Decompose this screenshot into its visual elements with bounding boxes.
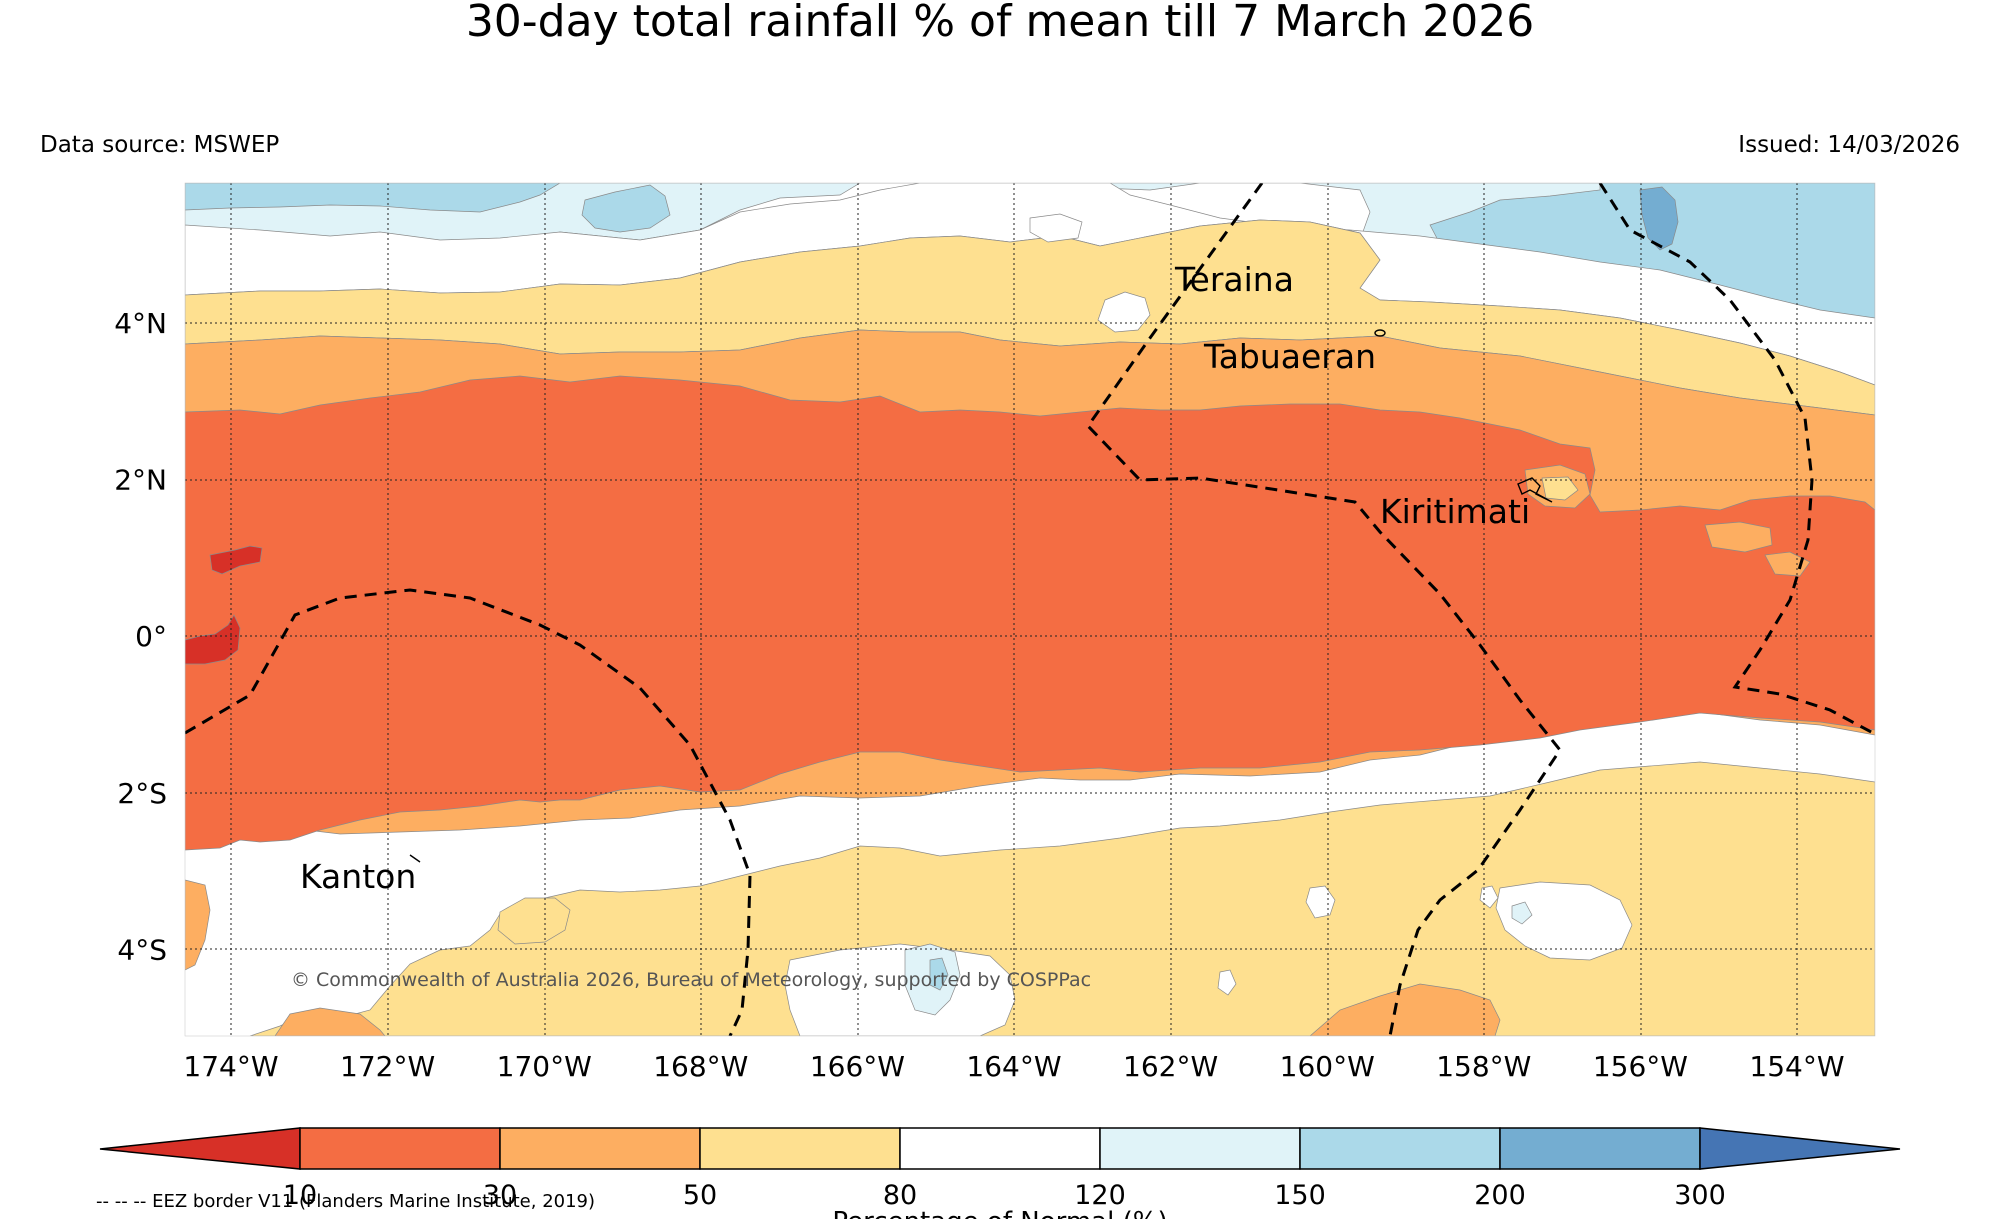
lon-tick-label: 154°W [1749,1050,1844,1083]
band-80-120-island-3 [1217,969,1237,996]
colorbar-label: Percentage of Normal (%) [832,1207,1167,1219]
band-30-50-patch-east-2 [1764,551,1811,577]
lon-tick-label: 170°W [497,1050,592,1083]
colorbar-tick-label: 120 [1074,1180,1126,1211]
data-source-label: Data source: MSWEP [40,132,279,158]
lat-tick-label: 0° [135,620,167,653]
island-tabuaeran [1374,329,1386,337]
colorbar-tick-label: 10 [283,1180,317,1211]
colorbar-segment-200-300 [1499,1127,1701,1170]
eez-borders [185,183,1875,1036]
colorbar-segment-50-80 [699,1127,901,1170]
lon-tick-label: 156°W [1593,1050,1688,1083]
band-50-80-patch-kiritimati [1541,476,1579,501]
place-label-teraina: Teraina [1174,260,1294,299]
band-80-120-teraina [1097,291,1151,333]
eez-line-islands-west [1086,183,1562,1036]
band-150-200-west [185,183,561,213]
colorbar-segment-150-200 [1299,1127,1501,1170]
lon-tick-label: 158°W [1436,1050,1531,1083]
lon-tick-label: 166°W [810,1050,905,1083]
lon-tick-label: 162°W [1123,1050,1218,1083]
band-30-50-patch-east [1704,521,1773,553]
colorbar-segment-30-50 [499,1127,701,1170]
eez-line-islands-east [1598,183,1875,736]
eez-kanton [185,588,752,1036]
lon-tick-label: 172°W [340,1050,435,1083]
longitude-axis-labels: 174°W 172°W 170°W 168°W 166°W 164°W 162°W 160°W… [183,1050,1844,1083]
band-200-300-patch [1639,186,1679,251]
rainfall-map: Teraina Tabuaeran Kiritimati Kanton © Co… [185,183,1875,1036]
lon-tick-label: 174°W [183,1050,278,1083]
colorbar-ticks: 10 30 50 80 120 150 200 300 [283,1180,1726,1211]
band-30-50-south-west-2 [274,1007,386,1036]
place-label-tabuaeran: Tabuaeran [1203,337,1376,376]
colorbar: 10 30 50 80 120 150 200 300 Percentage of Norma… [99,1127,1901,1223]
issued-date-label: Issued: 14/03/2026 [1738,132,1960,158]
colorbar-tick-label: 50 [683,1180,717,1211]
band-150-200-patch [581,184,671,233]
colorbar-segment-120-150 [1099,1127,1301,1170]
eez-legend-note: -- -- -- EEZ border V11 (Flanders Marine… [96,1191,595,1212]
band-10-30-main [185,375,1875,851]
lon-tick-label: 164°W [966,1050,1061,1083]
lat-tick-label: 4°N [114,307,167,340]
band-50-80-south [249,761,1875,1036]
lon-tick-label: 168°W [653,1050,748,1083]
colorbar-extend-high [1699,1127,1901,1170]
colorbar-tick-label: 150 [1274,1180,1326,1211]
band-lt10-west-2 [185,614,241,665]
latitude-axis-labels: 4°N 2°N 0° 2°S 4°S [114,307,167,966]
colorbar-tick-label: 80 [883,1180,917,1211]
place-label-kanton: Kanton [300,857,416,896]
colorbar-tick-label: 300 [1674,1180,1726,1211]
band-80-120-teraina-2 [1029,213,1083,243]
colorbar-tick-label: 200 [1474,1180,1526,1211]
map-title: 30-day total rainfall % of mean till 7 M… [466,0,1534,47]
lon-tick-label: 160°W [1280,1050,1375,1083]
band-80-120-island-2 [1479,885,1499,909]
band-120-150-southeast [1511,901,1533,925]
place-label-kiritimati: Kiritimati [1380,492,1530,531]
band-150-200-south [929,957,949,991]
graticule [185,183,1875,1036]
colorbar-segment-80-120 [899,1127,1101,1170]
band-30-50-south-east [1309,983,1501,1036]
colorbar-extend-low [99,1127,301,1170]
lat-tick-label: 2°N [114,464,167,497]
colorbar-segment-10-30 [299,1127,501,1170]
map-frame [184,182,1876,1037]
island-kiritimati [1517,477,1553,503]
band-80-120-southeast [1495,881,1633,961]
band-lt10-west-1 [209,545,263,575]
lat-tick-label: 2°S [117,777,167,810]
colorbar-tick-label: 30 [483,1180,517,1211]
copyright-text: © Commonwealth of Australia 2026, Bureau… [291,969,1091,991]
lat-tick-label: 4°S [117,933,167,966]
band-50-80-kanton-patch [497,897,571,945]
island-kanton [409,854,421,863]
band-30-50-southwest [185,879,211,971]
